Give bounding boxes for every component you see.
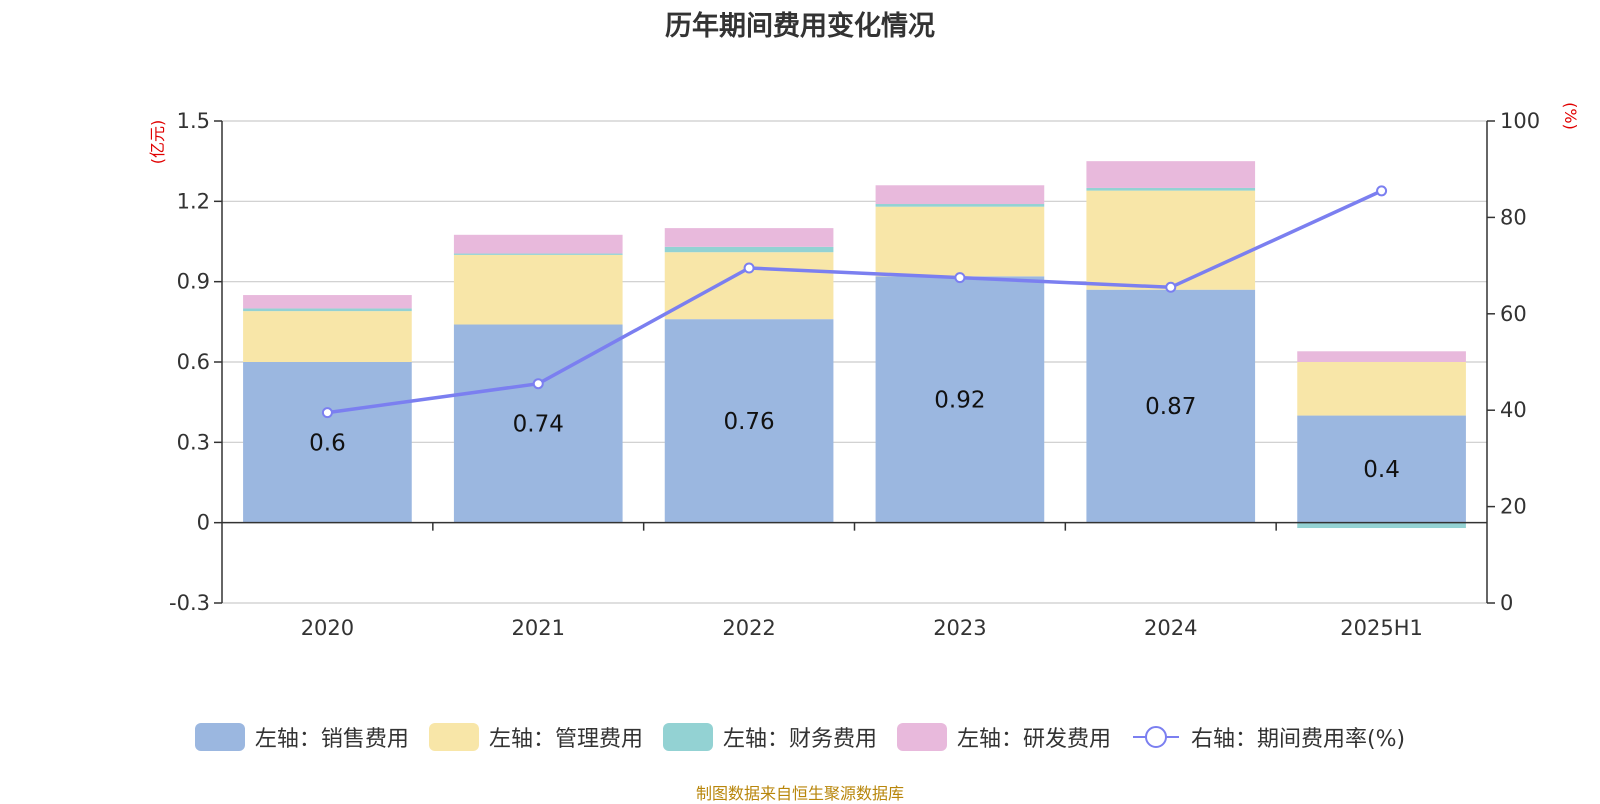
chart-title: 历年期间费用变化情况 — [665, 11, 935, 42]
right-axis-tick-label: 80 — [1500, 205, 1527, 229]
bar-data-label: 0.76 — [723, 409, 774, 435]
legend-label: 左轴：管理费用 — [488, 727, 643, 752]
left-axis-tick-label: 0.9 — [177, 270, 210, 294]
left-axis-tick-label: -0.3 — [169, 591, 210, 615]
bar-data-label: 0.92 — [934, 387, 985, 413]
rate-line-point — [954, 272, 966, 284]
rate-line-path — [327, 189, 1383, 415]
right-axis-tick-label: 60 — [1500, 302, 1527, 326]
right-axis-unit: (%) — [1561, 102, 1580, 130]
left-axis-unit: (亿元) — [148, 120, 167, 165]
rate-line-point — [1376, 185, 1388, 197]
legend-line-icon — [1132, 726, 1179, 748]
right-axis-tick-label: 20 — [1500, 495, 1527, 519]
bar-data-label: 0.74 — [513, 412, 564, 438]
bar-segment — [453, 253, 623, 255]
right-axis-tick-label: 0 — [1500, 591, 1513, 615]
x-axis-tick-label: 2022 — [722, 616, 775, 640]
legend-swatch — [194, 723, 245, 751]
bar-segment — [664, 228, 834, 247]
legend-item[interactable]: 左轴：财务费用 — [662, 721, 877, 753]
bar-segment — [1297, 522, 1466, 529]
bar-segment — [243, 308, 412, 312]
legend-item[interactable]: 左轴：研发费用 — [896, 721, 1111, 753]
legend-swatch — [896, 723, 947, 751]
bar-segment — [1086, 289, 1256, 523]
x-axis-tick-label: 2020 — [301, 616, 354, 640]
x-axis-tick-label: 2025H1 — [1340, 616, 1423, 640]
bar-segment — [453, 324, 623, 523]
bars — [243, 161, 1466, 529]
left-axis-tick-label: 0.3 — [177, 430, 210, 454]
grid-lines — [222, 120, 1487, 604]
bar-segment — [875, 204, 1045, 207]
bar-segment — [1086, 187, 1256, 191]
left-axis-tick-label: 1.2 — [177, 189, 210, 213]
bar-segment — [875, 206, 1045, 277]
left-axis-tick-label: 0.6 — [177, 350, 210, 374]
rate-line-point — [532, 378, 544, 390]
legend-swatch — [428, 723, 479, 751]
legend-label: 左轴：财务费用 — [722, 727, 877, 752]
bar-segment — [1297, 351, 1466, 362]
data-labels: 0.6 0.74 0.76 0.92 0.87 0.4 — [309, 387, 1400, 483]
legend: 左轴：销售费用 左轴：管理费用 左轴：财务费用 左轴：研发费用 右轴：期间费用率(%) — [0, 719, 1600, 755]
axes: -0.3 0 0.3 0.6 0.9 1.2 1.5 0 20 40 60 80 100 2020 2021… — [169, 109, 1540, 640]
x-axis-tick-label: 2024 — [1144, 616, 1197, 640]
bar-data-label: 0.6 — [309, 430, 346, 456]
bar-segment — [1086, 190, 1256, 290]
legend-item[interactable]: 左轴：销售费用 — [194, 721, 409, 753]
bar-segment — [1297, 415, 1466, 523]
bar-data-label: 0.4 — [1363, 457, 1400, 483]
bar-segment — [875, 185, 1045, 205]
x-axis-tick-label: 2023 — [933, 616, 986, 640]
bar-segment — [453, 234, 623, 254]
bar-segment — [664, 252, 834, 320]
rate-line-point — [1165, 281, 1177, 293]
bar-segment — [1086, 161, 1256, 188]
bar-segment — [875, 276, 1045, 523]
bar-data-label: 0.87 — [1145, 394, 1196, 420]
bar-segment — [243, 311, 412, 362]
legend-item[interactable]: 右轴：期间费用率(%) — [1131, 721, 1405, 753]
bar-segment — [243, 362, 412, 523]
legend-swatch — [662, 723, 713, 751]
legend-label: 左轴：研发费用 — [956, 727, 1111, 752]
bar-segment — [1297, 362, 1466, 416]
legend-label: 左轴：销售费用 — [254, 727, 409, 752]
bar-segment — [664, 319, 834, 523]
left-axis-tick-label: 0 — [197, 511, 210, 535]
bar-segment — [243, 295, 412, 309]
rate-line-point — [743, 262, 755, 274]
bar-segment — [664, 246, 834, 253]
rate-line-point — [321, 407, 333, 419]
legend-label: 右轴：期间费用率(%) — [1190, 727, 1406, 752]
x-axis-tick-label: 2021 — [512, 616, 565, 640]
left-axis-tick-label: 1.5 — [177, 109, 210, 133]
bar-segment — [453, 254, 623, 325]
rate-line — [321, 185, 1388, 419]
source-note: 制图数据来自恒生聚源数据库 — [695, 784, 904, 803]
right-axis-tick-label: 100 — [1500, 109, 1540, 133]
legend-item[interactable]: 左轴：管理费用 — [428, 721, 643, 753]
right-axis-tick-label: 40 — [1500, 398, 1527, 422]
